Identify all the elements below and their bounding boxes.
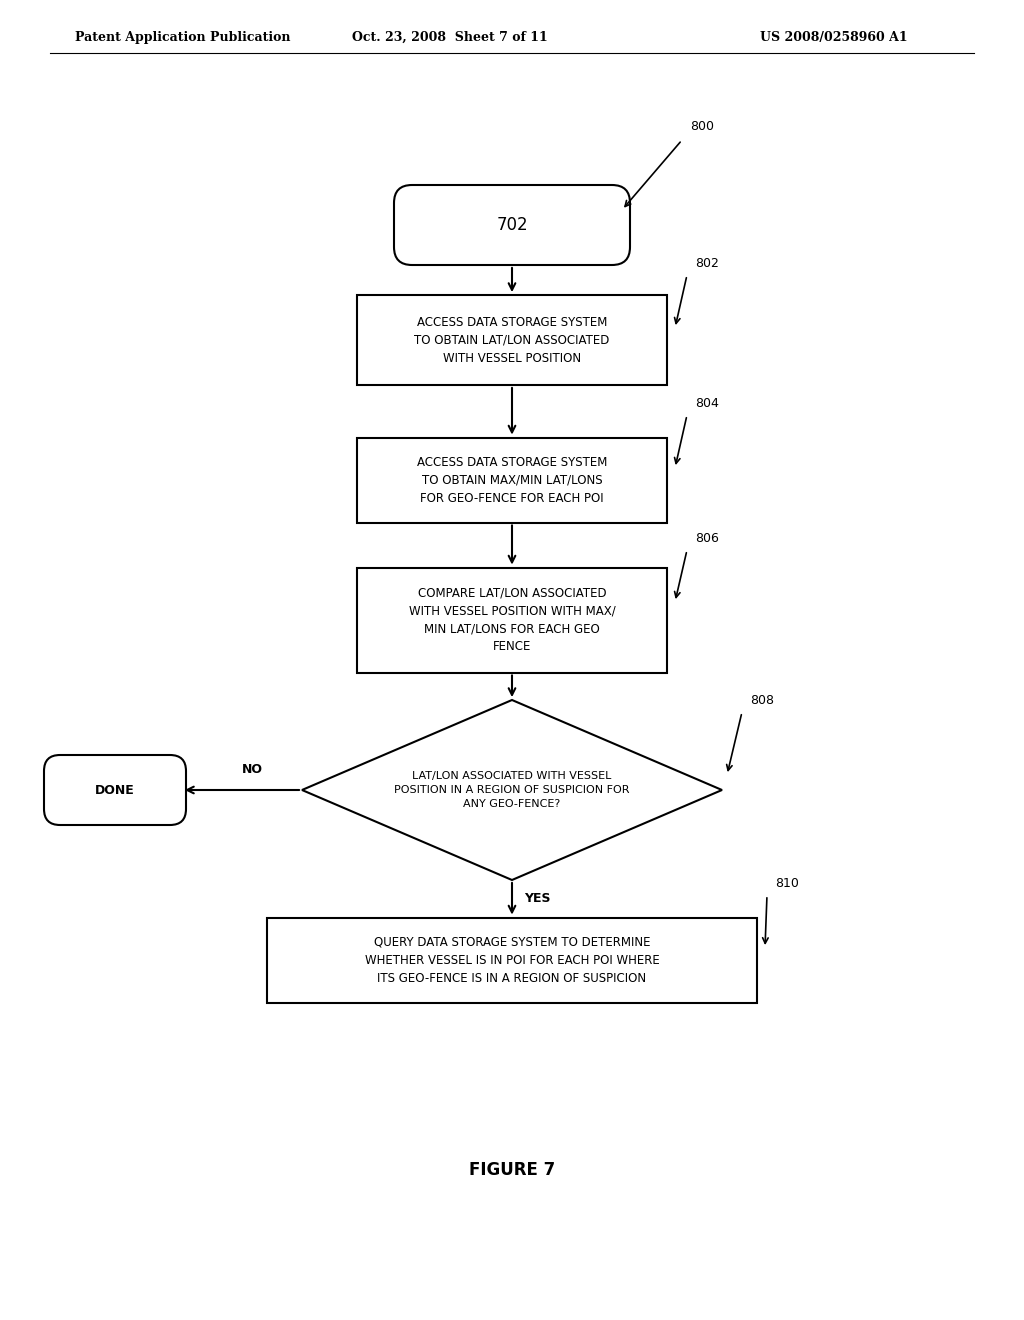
Text: YES: YES xyxy=(524,892,551,906)
Polygon shape xyxy=(302,700,722,880)
FancyBboxPatch shape xyxy=(357,294,667,385)
FancyBboxPatch shape xyxy=(267,917,757,1002)
Text: DONE: DONE xyxy=(95,784,135,796)
Text: 806: 806 xyxy=(695,532,719,545)
FancyBboxPatch shape xyxy=(394,185,630,265)
Text: 802: 802 xyxy=(695,257,719,271)
Text: COMPARE LAT/LON ASSOCIATED
WITH VESSEL POSITION WITH MAX/
MIN LAT/LONS FOR EACH : COMPARE LAT/LON ASSOCIATED WITH VESSEL P… xyxy=(409,586,615,653)
FancyBboxPatch shape xyxy=(44,755,186,825)
Text: 702: 702 xyxy=(497,216,527,234)
Text: ACCESS DATA STORAGE SYSTEM
TO OBTAIN MAX/MIN LAT/LONS
FOR GEO-FENCE FOR EACH POI: ACCESS DATA STORAGE SYSTEM TO OBTAIN MAX… xyxy=(417,455,607,504)
Text: QUERY DATA STORAGE SYSTEM TO DETERMINE
WHETHER VESSEL IS IN POI FOR EACH POI WHE: QUERY DATA STORAGE SYSTEM TO DETERMINE W… xyxy=(365,936,659,985)
Text: ACCESS DATA STORAGE SYSTEM
TO OBTAIN LAT/LON ASSOCIATED
WITH VESSEL POSITION: ACCESS DATA STORAGE SYSTEM TO OBTAIN LAT… xyxy=(415,315,609,364)
Text: FIGURE 7: FIGURE 7 xyxy=(469,1162,555,1179)
Text: 804: 804 xyxy=(695,397,719,411)
Text: Oct. 23, 2008  Sheet 7 of 11: Oct. 23, 2008 Sheet 7 of 11 xyxy=(352,30,548,44)
Text: US 2008/0258960 A1: US 2008/0258960 A1 xyxy=(760,30,907,44)
Text: 808: 808 xyxy=(750,694,774,708)
Text: 810: 810 xyxy=(775,876,799,890)
Text: Patent Application Publication: Patent Application Publication xyxy=(75,30,291,44)
Text: NO: NO xyxy=(242,763,262,776)
Text: 800: 800 xyxy=(690,120,714,133)
Text: LAT/LON ASSOCIATED WITH VESSEL
POSITION IN A REGION OF SUSPICION FOR
ANY GEO-FEN: LAT/LON ASSOCIATED WITH VESSEL POSITION … xyxy=(394,771,630,809)
FancyBboxPatch shape xyxy=(357,568,667,672)
FancyBboxPatch shape xyxy=(357,437,667,523)
